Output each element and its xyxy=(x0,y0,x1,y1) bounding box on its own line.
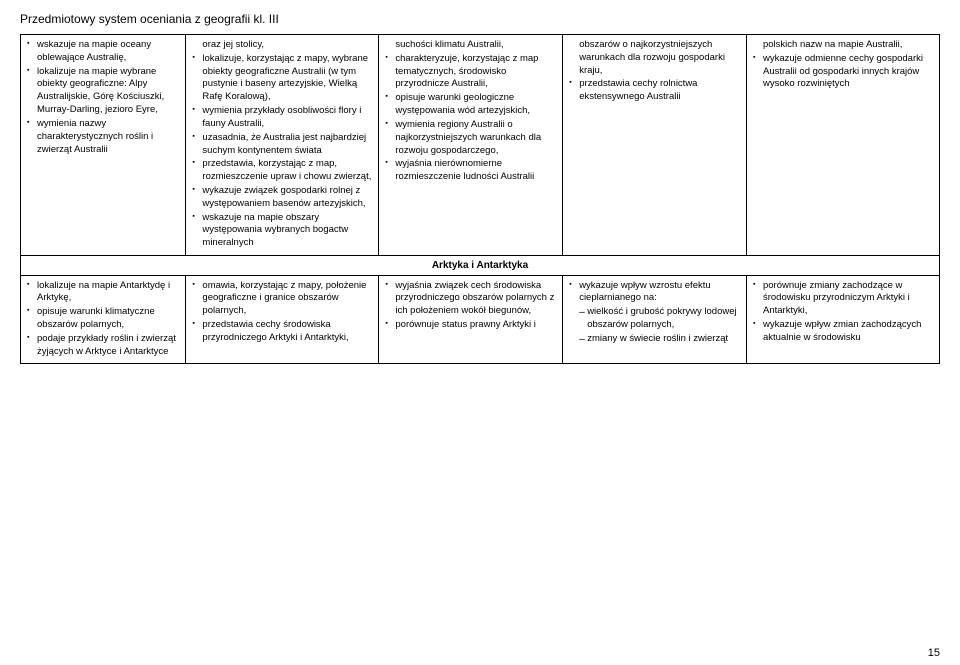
list-item: oraz jej stolicy, xyxy=(192,39,372,52)
table-cell: porównuje zmiany zachodzące w środowisku… xyxy=(746,275,939,364)
table-cell: lokalizuje na mapie Antarktydę i Arktykę… xyxy=(21,275,186,364)
list-item: wykazuje wpływ zmian zachodzących aktual… xyxy=(753,319,933,345)
list-item: porównuje status prawny Arktyki i xyxy=(385,319,556,332)
table-cell: wykazuje wpływ wzrostu efektu cieplarnia… xyxy=(563,275,747,364)
list-item: wskazuje na mapie oceany oblewające Aust… xyxy=(27,39,179,65)
list-item: wykazuje odmienne cechy gospodarki Austr… xyxy=(753,53,933,91)
table-cell: wskazuje na mapie oceany oblewające Aust… xyxy=(21,35,186,256)
list-item: przedstawia cechy środowiska przyrodnicz… xyxy=(192,319,372,345)
list-item: przedstawia cechy rolnictwa ekstensywneg… xyxy=(569,78,740,104)
list-item: lokalizuje na mapie wybrane obiekty geog… xyxy=(27,66,179,117)
list-item: przedstawia, korzystając z map, rozmiesz… xyxy=(192,158,372,184)
list-item: wykazuje związek gospodarki rolnej z wys… xyxy=(192,185,372,211)
table-cell: oraz jej stolicy,lokalizuje, korzystając… xyxy=(186,35,379,256)
list-item: zmiany w świecie roślin i zwierząt xyxy=(569,333,740,346)
list-item: wyjaśnia nierównomierne rozmieszczenie l… xyxy=(385,158,556,184)
list-item: opisuje warunki klimatyczne obszarów pol… xyxy=(27,306,179,332)
list-item: suchości klimatu Australii, xyxy=(385,39,556,52)
list-item: lokalizuje na mapie Antarktydę i Arktykę… xyxy=(27,280,179,306)
list-item: porównuje zmiany zachodzące w środowisku… xyxy=(753,280,933,318)
list-item: wymienia nazwy charakterystycznych rośli… xyxy=(27,118,179,156)
list-item: wielkość i grubość pokrywy lodowej obsza… xyxy=(569,306,740,332)
list-item: lokalizuje, korzystając z mapy, wybrane … xyxy=(192,53,372,104)
table-cell: polskich nazw na mapie Australii,wykazuj… xyxy=(746,35,939,256)
page-header: Przedmiotowy system oceniania z geografi… xyxy=(20,12,940,26)
section-subheading: Arktyka i Antarktyka xyxy=(21,256,940,276)
list-item: polskich nazw na mapie Australii, xyxy=(753,39,933,52)
grading-table: wskazuje na mapie oceany oblewające Aust… xyxy=(20,34,940,364)
list-item: omawia, korzystając z mapy, położenie ge… xyxy=(192,280,372,318)
list-item: uzasadnia, że Australia jest najbardziej… xyxy=(192,132,372,158)
list-item: wymienia regiony Australii o najkorzystn… xyxy=(385,119,556,157)
table-cell: wyjaśnia związek cech środowiska przyrod… xyxy=(379,275,563,364)
list-item: charakteryzuje, korzystając z map tematy… xyxy=(385,53,556,91)
page-number: 15 xyxy=(928,647,940,659)
table-cell: obszarów o najkorzystniejszych warunkach… xyxy=(563,35,747,256)
table-cell: omawia, korzystając z mapy, położenie ge… xyxy=(186,275,379,364)
list-item: podaje przykłady roślin i zwierząt żyjąc… xyxy=(27,333,179,359)
list-item: wskazuje na mapie obszary występowania w… xyxy=(192,212,372,250)
list-item: opisuje warunki geologiczne występowania… xyxy=(385,92,556,118)
list-item: obszarów o najkorzystniejszych warunkach… xyxy=(569,39,740,77)
list-item: wyjaśnia związek cech środowiska przyrod… xyxy=(385,280,556,318)
list-item: wymienia przykłady osobliwości flory i f… xyxy=(192,105,372,131)
list-item: wykazuje wpływ wzrostu efektu cieplarnia… xyxy=(569,280,740,306)
table-cell: suchości klimatu Australii,charakteryzuj… xyxy=(379,35,563,256)
